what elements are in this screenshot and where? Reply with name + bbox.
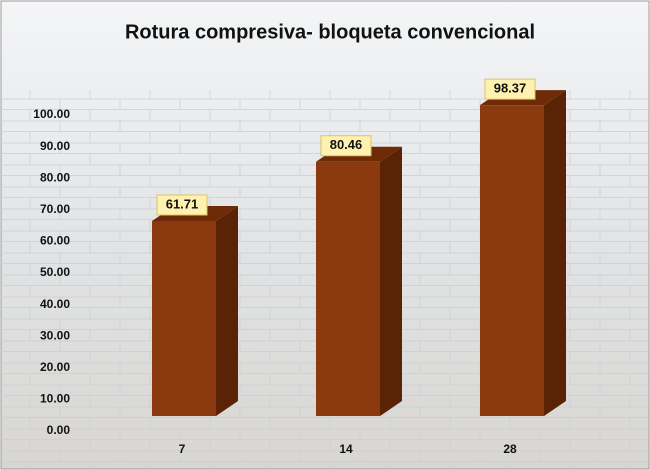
value-label-box — [156, 194, 208, 216]
value-label-box — [484, 78, 536, 100]
x-tick-label: 7 — [179, 442, 186, 456]
value-label-box — [320, 135, 372, 157]
value-label: 61.71 — [166, 196, 199, 211]
y-tick-label: 40.00 — [40, 297, 70, 311]
bar-side — [216, 205, 238, 416]
bar — [152, 220, 216, 416]
y-tick-label: 90.00 — [40, 139, 70, 153]
value-label: 98.37 — [494, 81, 527, 96]
y-tick-label: 20.00 — [40, 360, 70, 374]
y-tick-label: 0.00 — [47, 423, 71, 437]
x-tick-label: 14 — [339, 442, 353, 456]
bar — [480, 105, 544, 416]
y-tick-label: 80.00 — [40, 170, 70, 184]
y-tick-label: 60.00 — [40, 234, 70, 248]
bar-side — [544, 90, 566, 416]
value-label: 80.46 — [330, 137, 363, 152]
bar-side — [380, 146, 402, 416]
y-tick-label: 70.00 — [40, 202, 70, 216]
y-tick-label: 100.00 — [33, 107, 70, 121]
chart-title: Rotura compresiva- bloqueta convencional — [125, 21, 535, 43]
y-tick-label: 30.00 — [40, 328, 70, 342]
x-tick-label: 28 — [503, 442, 517, 456]
y-tick-label: 50.00 — [40, 265, 70, 279]
bar — [316, 161, 380, 416]
y-tick-label: 10.00 — [40, 392, 70, 406]
